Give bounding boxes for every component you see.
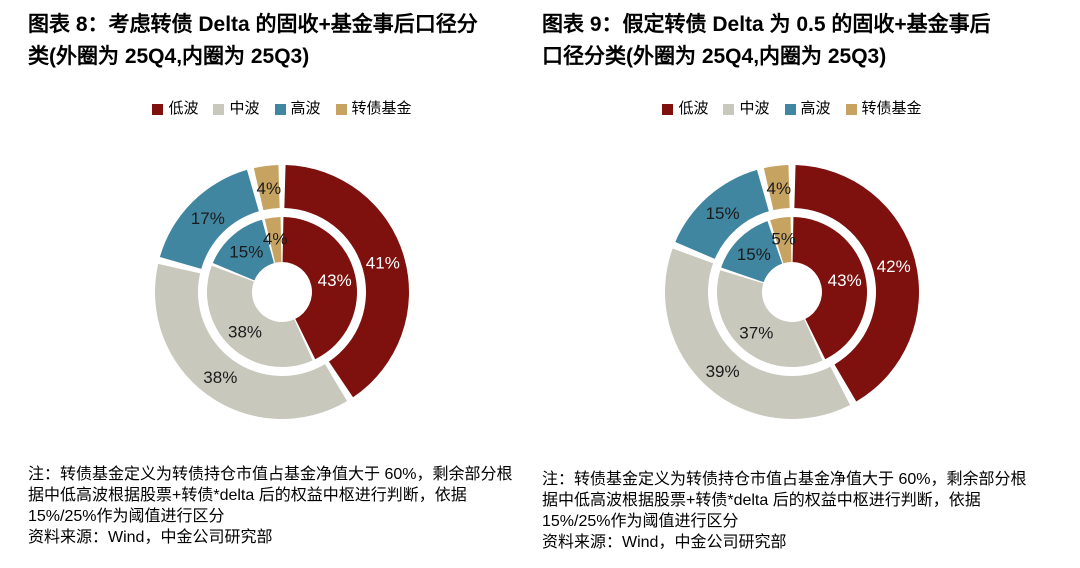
donut-slice-25Q4-low-vol [284, 165, 410, 398]
slice-label-25Q4-convertible-bond-fund: 4% [767, 179, 792, 198]
slice-label-25Q3-high-vol: 15% [229, 242, 263, 261]
legend-label-high-vol: 高波 [800, 100, 831, 117]
donut-slice-25Q3-low-vol [792, 217, 868, 360]
figure-9-note: 注：转债基金定义为转债持仓市值占基金净值大于 60%，剩余部分根 据中低高波根据… [542, 471, 1027, 530]
donut-slice-25Q4-high-vol [159, 169, 259, 269]
slice-label-25Q3-low-vol: 43% [828, 271, 862, 290]
slice-label-25Q4-mid-vol: 38% [203, 368, 237, 387]
slice-label-25Q4-low-vol: 41% [366, 254, 400, 273]
donut-slice-25Q4-convertible-bond-fund [253, 165, 280, 211]
legend-label-convertible-bond-fund: 转债基金 [861, 100, 922, 117]
donut-slice-25Q4-mid-vol [155, 263, 348, 420]
slice-label-25Q3-mid-vol: 38% [228, 322, 262, 341]
figure-9-source: 资料来源：Wind，中金公司研究部 [542, 534, 787, 551]
slice-label-25Q3-convertible-bond-fund: 4% [263, 229, 288, 248]
slice-label-25Q4-low-vol: 42% [877, 257, 911, 276]
legend-item-high-vol: 高波 [274, 100, 321, 118]
nested-donut-svg: 41%38%17%4%43%38%15%4% [155, 165, 410, 420]
donut-slice-25Q4-convertible-bond-fund [763, 165, 790, 211]
slice-label-25Q4-high-vol: 17% [191, 209, 225, 228]
legend-label-convertible-bond-fund: 转债基金 [351, 100, 412, 117]
donut-slice-25Q4-high-vol [675, 169, 769, 259]
figure-8-title: 图表 8：考虑转债 Delta 的固收+基金事后口径分 类(外圈为 25Q4,内… [28, 13, 478, 68]
figure-8-panel: 图表 8：考虑转债 Delta 的固收+基金事后口径分 类(外圈为 25Q4,内… [28, 13, 513, 546]
slice-label-25Q3-mid-vol: 37% [739, 323, 773, 342]
legend-item-low-vol: 低波 [152, 100, 198, 118]
legend-swatch-high-vol [274, 103, 286, 115]
slice-label-25Q4-convertible-bond-fund: 4% [257, 179, 282, 198]
donut-slice-25Q3-convertible-bond-fund [770, 217, 792, 264]
figure-8-nested-donut-chart: 41% 38% 17% 4% 43% 38% 15% 4% [142, 152, 422, 432]
legend-swatch-convertible-bond-fund [335, 103, 347, 115]
slice-label-25Q3-low-vol: 43% [318, 271, 352, 290]
legend-swatch-low-vol [152, 103, 164, 115]
slice-label-25Q3-convertible-bond-fund: 5% [771, 230, 796, 249]
legend-label-low-vol: 低波 [168, 100, 199, 117]
legend-item-convertible-bond-fund: 转债基金 [335, 100, 412, 118]
legend-item-low-vol: 低波 [662, 100, 708, 118]
legend-item-convertible-bond-fund: 转债基金 [845, 100, 922, 118]
figure-8-legend: 低波 中波 高波 转债基金 [12, 100, 552, 118]
donut-slice-25Q3-low-vol [282, 217, 358, 360]
donut-slice-25Q3-high-vol [212, 219, 274, 281]
figure-9-panel: 图表 9：假定转债 Delta 为 0.5 的固收+基金事后 口径分类(外圈为 … [540, 0, 1080, 568]
figure-8-source: 资料来源：Wind，中金公司研究部 [28, 529, 273, 546]
figure-8-note: 注：转债基金定义为转债持仓市值占基金净值大于 60%，剩余部分根 据中低高波根据… [28, 466, 513, 525]
legend-swatch-low-vol [662, 103, 674, 115]
legend-label-mid-vol: 中波 [229, 100, 260, 117]
slice-label-25Q4-high-vol: 15% [706, 204, 740, 223]
legend-item-mid-vol: 中波 [213, 100, 260, 118]
donut-slice-25Q3-convertible-bond-fund [264, 217, 282, 263]
legend-label-low-vol: 低波 [678, 100, 709, 117]
figure-9-nested-donut-chart: 42% 39% 15% 4% 43% 37% 15% 5% [652, 152, 932, 432]
legend-item-mid-vol: 中波 [723, 100, 770, 118]
donut-slice-25Q4-low-vol [794, 165, 920, 402]
legend-item-high-vol: 高波 [784, 100, 831, 118]
nested-donut-svg: 42%39%15%4%43%37%15%5% [664, 165, 920, 420]
figure-9-legend: 低波 中波 高波 转债基金 [522, 100, 1062, 118]
slice-label-25Q3-high-vol: 15% [737, 245, 771, 264]
donut-slice-25Q3-mid-vol [207, 265, 313, 367]
legend-label-mid-vol: 中波 [739, 100, 770, 117]
donut-slice-25Q3-mid-vol [717, 270, 823, 367]
legend-swatch-mid-vol [213, 103, 225, 115]
legend-swatch-convertible-bond-fund [845, 103, 857, 115]
donut-slice-25Q3-high-vol [721, 221, 783, 283]
figure-9-title: 图表 9：假定转债 Delta 为 0.5 的固收+基金事后 口径分类(外圈为 … [542, 13, 991, 68]
donut-slice-25Q4-mid-vol [664, 248, 851, 420]
legend-label-high-vol: 高波 [290, 100, 321, 117]
legend-swatch-high-vol [784, 103, 796, 115]
slice-label-25Q4-mid-vol: 39% [706, 362, 740, 381]
legend-swatch-mid-vol [723, 103, 735, 115]
